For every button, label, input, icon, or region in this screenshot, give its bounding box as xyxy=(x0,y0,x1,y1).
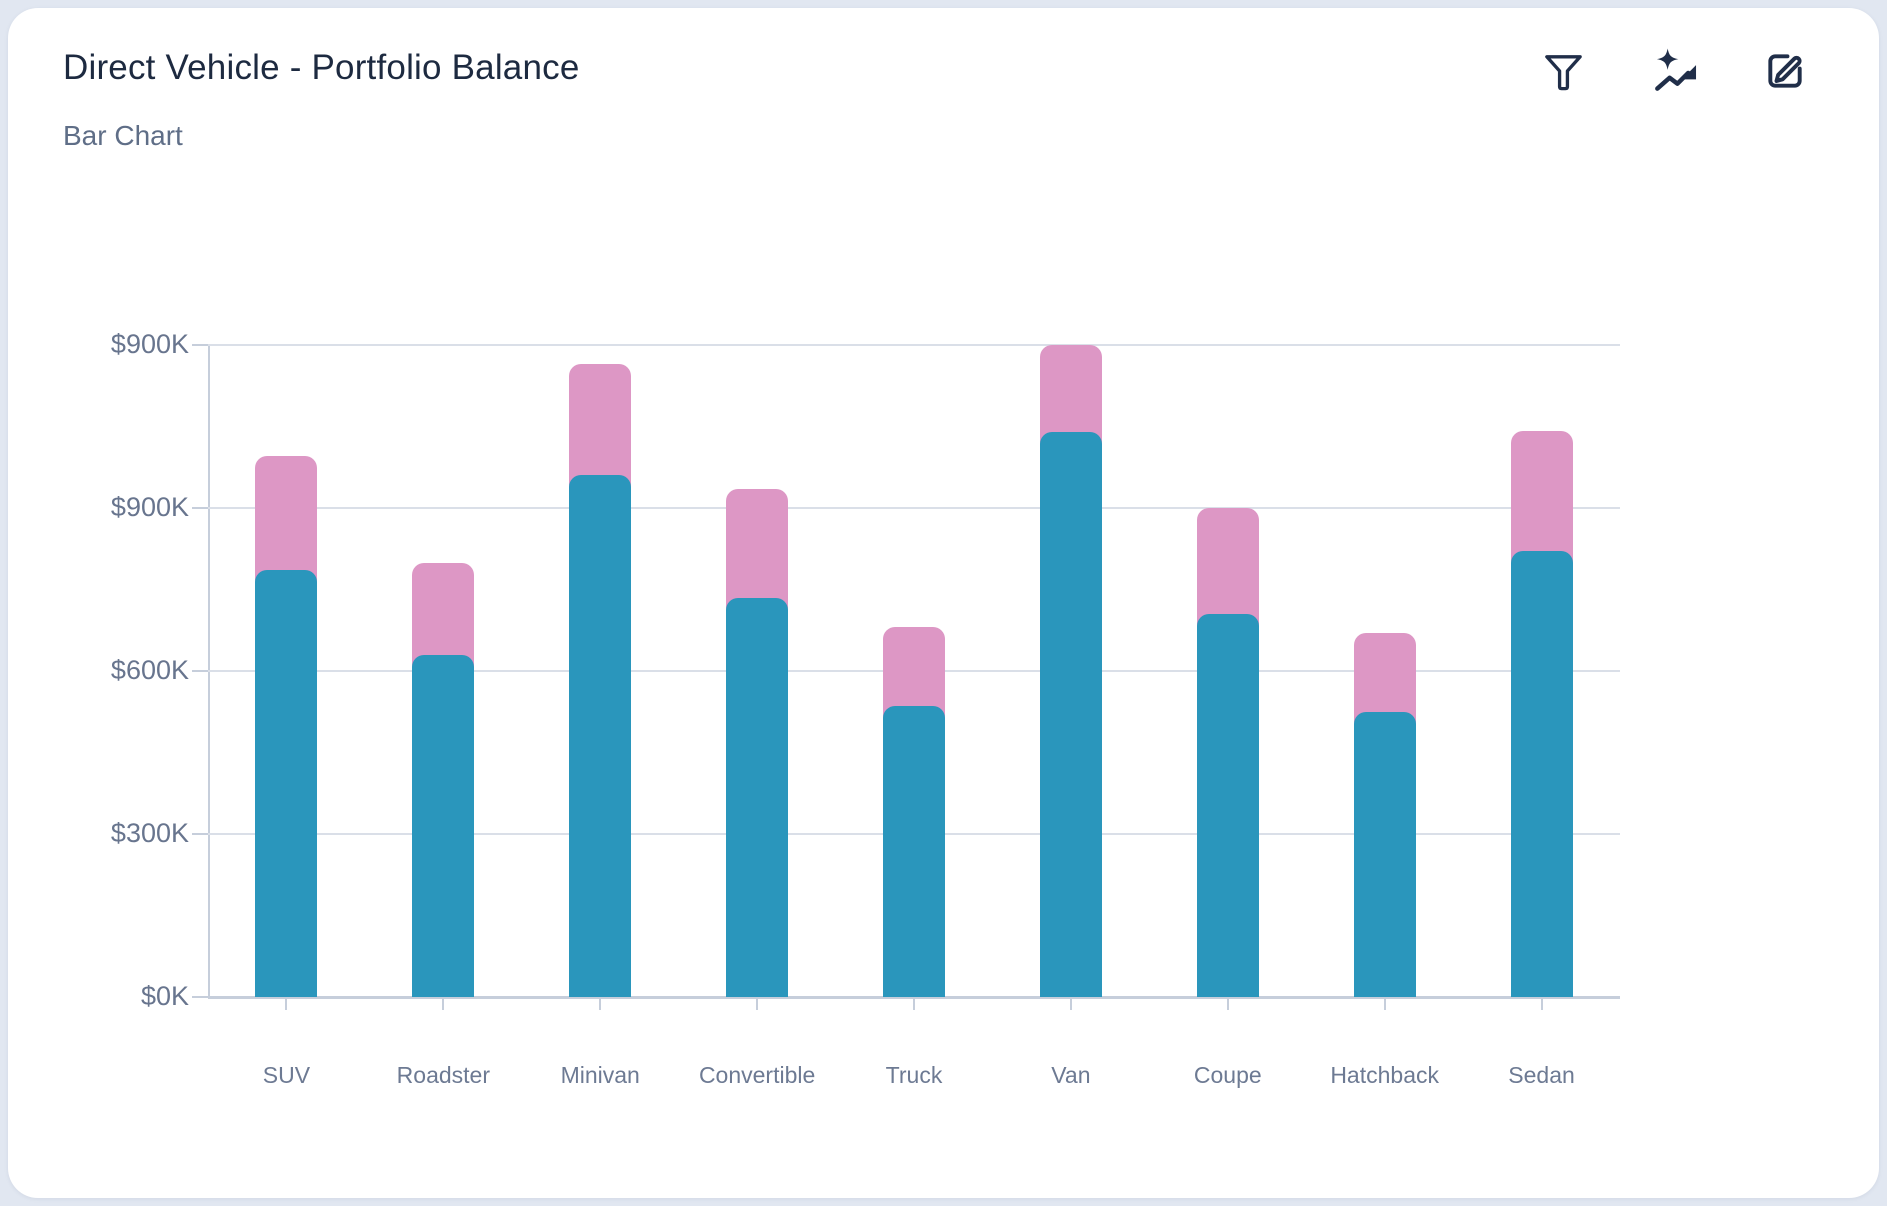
y-axis-label: $0K xyxy=(140,981,189,1011)
x-axis-tick xyxy=(913,997,915,1010)
bar-segment-secondary[interactable] xyxy=(726,489,789,612)
x-axis-tick xyxy=(599,997,602,1010)
filter-button[interactable] xyxy=(1535,44,1591,100)
y-axis-label: $900K xyxy=(110,329,189,359)
bar-van xyxy=(992,345,1149,997)
y-axis-tick xyxy=(192,996,208,998)
x-axis-tick xyxy=(1069,997,1072,1010)
bar-segment-secondary[interactable] xyxy=(882,627,945,720)
x-axis-tick xyxy=(1540,997,1543,1010)
x-axis-label: Van xyxy=(1051,1062,1091,1088)
bar-hatchback xyxy=(1306,345,1463,997)
x-axis-label: Convertible xyxy=(698,1062,816,1088)
bar-segment-primary[interactable] xyxy=(255,570,318,997)
x-axis-label: Sedan xyxy=(1508,1062,1575,1088)
bar-segment-secondary[interactable] xyxy=(255,456,318,584)
plot-area xyxy=(208,344,1620,999)
x-axis-tick xyxy=(442,997,445,1010)
bar-segment-secondary[interactable] xyxy=(1039,345,1102,446)
gridline xyxy=(208,344,1620,346)
bar-convertible xyxy=(679,345,836,997)
bar-suv xyxy=(208,345,365,997)
bar-sedan xyxy=(1463,345,1620,997)
bar-segment-secondary[interactable] xyxy=(412,563,475,669)
page-title: Direct Vehicle - Portfolio Balance xyxy=(63,48,580,87)
edit-icon xyxy=(1762,47,1809,97)
bar-segment-primary[interactable] xyxy=(726,598,789,997)
bar-coupe xyxy=(1149,345,1306,997)
y-axis-label: $300K xyxy=(110,818,189,848)
x-axis-tick xyxy=(1383,997,1386,1010)
bar-segment-primary[interactable] xyxy=(412,655,475,997)
x-axis-label: Minivan xyxy=(560,1062,640,1088)
bar-segment-primary[interactable] xyxy=(569,475,632,997)
bar-segment-primary[interactable] xyxy=(1353,712,1416,997)
bar-segment-primary[interactable] xyxy=(1510,551,1573,997)
bar-roadster xyxy=(365,345,522,997)
x-axis-label: SUV xyxy=(262,1062,311,1088)
insights-button[interactable] xyxy=(1646,44,1702,100)
card-toolbar xyxy=(1535,44,1813,100)
y-axis-tick xyxy=(192,507,208,509)
funnel-icon xyxy=(1540,47,1587,97)
bar-segment-primary[interactable] xyxy=(882,706,945,997)
x-axis-label: Hatchback xyxy=(1330,1062,1439,1088)
y-axis-tick xyxy=(192,670,208,672)
y-axis-tick xyxy=(192,833,208,835)
x-axis-label: Coupe xyxy=(1193,1062,1262,1088)
sparkle-trend-icon xyxy=(1651,47,1698,97)
y-axis-label: $900K xyxy=(110,492,189,522)
bar-segment-secondary[interactable] xyxy=(1510,431,1573,565)
x-axis-label: Roadster xyxy=(396,1062,490,1088)
bar-segment-secondary[interactable] xyxy=(569,364,632,489)
bar-chart: $900K $900K $600K $300K $0K SUV Roadster Miniva… xyxy=(8,8,1879,1198)
gridline xyxy=(208,507,1620,509)
bar-segment-primary[interactable] xyxy=(1196,614,1259,997)
x-axis-tick xyxy=(285,997,288,1010)
x-axis-label: Truck xyxy=(885,1062,943,1088)
bar-segment-secondary[interactable] xyxy=(1196,508,1259,628)
chart-card: Direct Vehicle - Portfolio Balance Bar C… xyxy=(8,8,1879,1198)
x-axis-tick xyxy=(1226,997,1229,1010)
chart-subtitle: Bar Chart xyxy=(63,120,183,151)
bar-truck xyxy=(836,345,993,997)
y-axis-tick xyxy=(192,344,208,346)
bar-minivan xyxy=(522,345,679,997)
y-axis-label: $600K xyxy=(110,655,189,685)
bar-segment-primary[interactable] xyxy=(1039,432,1102,997)
x-axis-tick xyxy=(756,997,759,1010)
edit-button[interactable] xyxy=(1757,44,1813,100)
bar-segment-secondary[interactable] xyxy=(1353,633,1416,726)
